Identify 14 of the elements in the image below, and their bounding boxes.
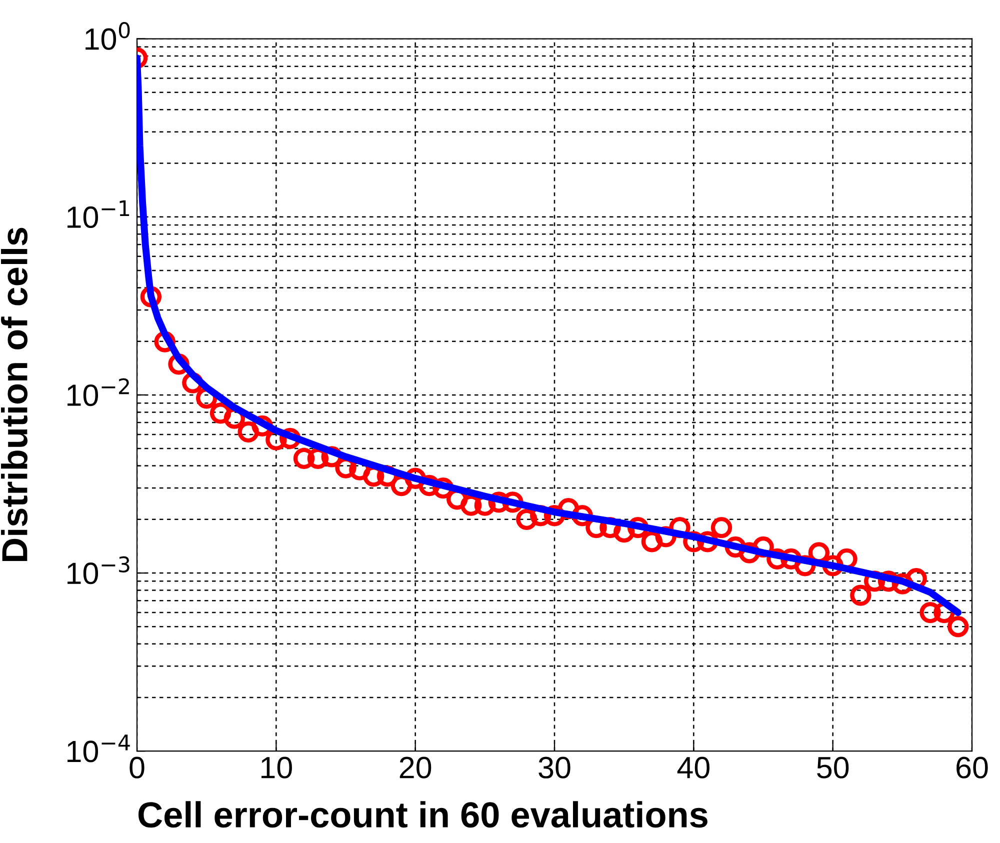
y-tick-label: 10$^{−3}$ [68,556,130,584]
x-tick-label: 60 [956,756,988,778]
y-tick-label: 10$^{−4}$ [68,734,130,762]
x-tick-label: 40 [677,756,710,778]
x-tick-label: 0 [130,756,144,778]
x-tick-label: 20 [400,756,432,778]
x-tick-label: 50 [817,756,849,778]
y-tick-label: 10$^{−2}$ [68,378,129,406]
x-tick-label: 10 [262,756,292,778]
y-tick-label: 10$^{−1}$ [68,200,130,228]
y-axis-title: Distribution of cells [1,228,28,562]
y-tick-label: 10$^{0}$ [86,22,130,50]
x-axis-title: Cell error-count in 60 evaluations [138,801,708,828]
x-tick-label: 30 [538,756,570,778]
